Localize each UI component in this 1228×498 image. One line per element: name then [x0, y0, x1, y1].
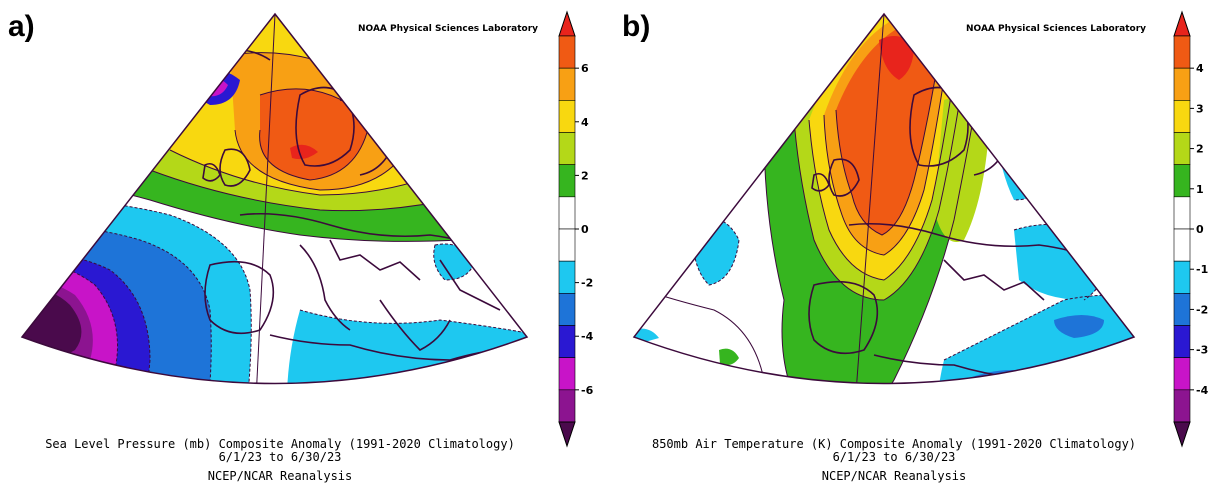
colorbar-tick-label: -2 [1196, 303, 1208, 316]
colorbar-tick-label: 4 [1196, 62, 1204, 75]
caption-source: NCEP/NCAR Reanalysis [821, 469, 967, 483]
colorbar-swatch [1173, 228, 1191, 262]
colorbar-swatch [1173, 164, 1191, 198]
colorbar-swatch [558, 228, 576, 262]
colorbar-swatch [1173, 293, 1191, 326]
colorbar-slp: 6 4 2 0 -2 -4 -6 [558, 10, 594, 448]
panel-sea-level-pressure: a) NOAA Physical Sciences Laboratory [8, 10, 594, 483]
t850-map: 4 3 2 1 0 -1 -2 -3 -4 [632, 10, 1209, 448]
colorbar-tick-label: 3 [1196, 102, 1204, 115]
colorbar-swatch [558, 35, 576, 69]
colorbar-tick-label: 4 [581, 116, 589, 129]
colorbar-swatch [1173, 67, 1191, 101]
colorbar-top-arrow [1173, 10, 1191, 37]
caption-dates: 6/1/23 to 6/30/23 [218, 450, 342, 464]
colorbar-swatch [1173, 196, 1191, 230]
colorbar-tick-label: 0 [581, 223, 589, 236]
colorbar-swatch [558, 100, 576, 133]
colorbar-swatch [1173, 325, 1191, 358]
caption-title: 850mb Air Temperature (K) Composite Anom… [651, 437, 1137, 451]
colorbar-swatch [558, 293, 576, 326]
caption-dates: 6/1/23 to 6/30/23 [832, 450, 956, 464]
colorbar-top-arrow [558, 10, 576, 37]
colorbar-swatch [558, 132, 576, 165]
colorbar-swatch [1173, 132, 1191, 165]
colorbar-swatch [558, 67, 576, 101]
colorbar-swatch [558, 389, 576, 423]
panel-label: a) [8, 10, 35, 43]
colorbar-tick-label: -4 [581, 330, 594, 343]
credit-text: NOAA Physical Sciences Laboratory [358, 24, 539, 34]
panel-label: b) [622, 10, 651, 43]
colorbar-swatch [558, 325, 576, 358]
colorbar-swatch [558, 357, 576, 391]
colorbar-bottom-arrow [1173, 421, 1191, 448]
colorbar-swatch [558, 196, 576, 230]
colorbar-swatch [1173, 260, 1191, 294]
colorbar-swatch [558, 164, 576, 198]
map-frame [20, 12, 529, 385]
colorbar-tick-label: 6 [581, 62, 589, 75]
colorbar-swatch [1173, 35, 1191, 69]
colorbar-swatch [1173, 100, 1191, 133]
credit-text: NOAA Physical Sciences Laboratory [966, 24, 1147, 34]
colorbar-tick-label: 0 [1196, 223, 1204, 236]
colorbar-tick-label: 2 [581, 169, 589, 182]
colorbar-tick-label: 1 [1196, 183, 1204, 196]
colorbar-tick-label: -6 [581, 384, 594, 397]
caption-title: Sea Level Pressure (mb) Composite Anomal… [45, 437, 515, 451]
t850-anomaly-field [634, 14, 1134, 384]
colorbar-swatch [1173, 357, 1191, 391]
colorbar-swatch [558, 260, 576, 294]
colorbar-tick-label: -4 [1196, 384, 1209, 397]
colorbar-tick-label: -1 [1196, 263, 1208, 276]
colorbar-tick-label: 2 [1196, 143, 1204, 156]
colorbar-bottom-arrow [558, 421, 576, 448]
panel-850mb-temperature: b) NOAA Physical Sciences Laboratory [614, 0, 1228, 498]
colorbar-t850: 4 3 2 1 0 -1 -2 -3 -4 [1173, 10, 1209, 448]
slp-map: 6 4 2 0 -2 -4 -6 [20, 10, 594, 448]
map-frame [632, 12, 1136, 385]
colorbar-swatch [1173, 389, 1191, 423]
caption-source: NCEP/NCAR Reanalysis [207, 469, 353, 483]
colorbar-tick-label: -3 [1196, 344, 1208, 357]
slp-anomaly-field [22, 14, 527, 384]
colorbar-tick-label: -2 [581, 277, 593, 290]
